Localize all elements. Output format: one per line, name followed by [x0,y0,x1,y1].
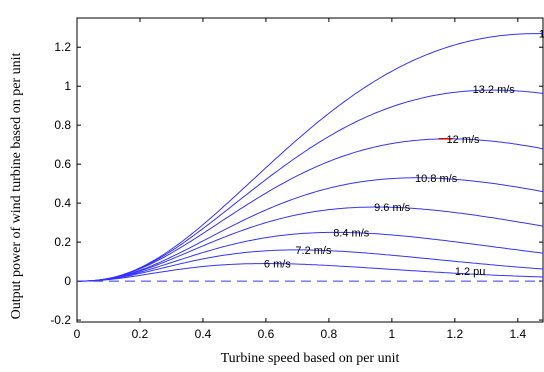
curve-8-4-m-s [77,231,544,282]
y-tick-label: 1.2 [54,40,71,54]
curve-12-m-s [77,138,544,282]
x-tick-label: 0.2 [132,327,149,341]
y-tick-label: 0.8 [54,118,71,132]
x-tick-label: 0 [74,327,81,341]
y-tick-label: 0.4 [54,196,71,210]
curve-10-8-m-s [77,177,544,282]
y-axis-title: Output power of wind turbine based on pe… [9,53,24,320]
curve-label: 8.4 m/s [333,227,370,239]
curve-label: 14 [539,29,544,41]
x-tick-label: 1.4 [509,327,526,341]
x-tick-label: 0.8 [321,327,338,341]
curve-labels: 6 m/s 7.2 m/s8.4 m/s 9.6 m/s 10.8 m/s 12 m/s… [264,29,544,278]
curve-label: 6 m/s [264,259,291,271]
axis-ticks: 0 0.2 0.4 0.6 0.8 1 1.2 1.4-0.200.20.40.60.811.… [50,18,543,341]
curve-label: 9.6 m/s [374,202,411,214]
y-tick-label: -0.2 [50,313,71,327]
y-tick-label: 0.2 [54,235,71,249]
curve-label: 13.2 m/s [473,84,516,96]
curve-9-6-m-s [77,206,544,282]
curves [77,33,544,282]
curve-label: 7.2 m/s [295,245,332,257]
curve-13-2-m-s [77,89,544,282]
curve-14 [77,33,543,282]
x-tick-label: 0.6 [258,327,275,341]
x-axis-title: Turbine speed based on per unit [221,351,400,366]
curve-7-2-m-s [77,249,544,282]
curve-label: 12 m/s [447,134,481,146]
x-tick-label: 0.4 [195,327,212,341]
y-tick-label: 1 [64,79,71,93]
x-tick-label: 1.2 [446,327,463,341]
curve-6-m-s [77,263,544,282]
y-tick-label: 0 [64,274,71,288]
curve-label: 10.8 m/s [415,173,458,185]
reference-line-label: 1.2 pu [455,266,486,278]
y-tick-label: 0.6 [54,157,71,171]
x-tick-label: 1 [389,327,396,341]
